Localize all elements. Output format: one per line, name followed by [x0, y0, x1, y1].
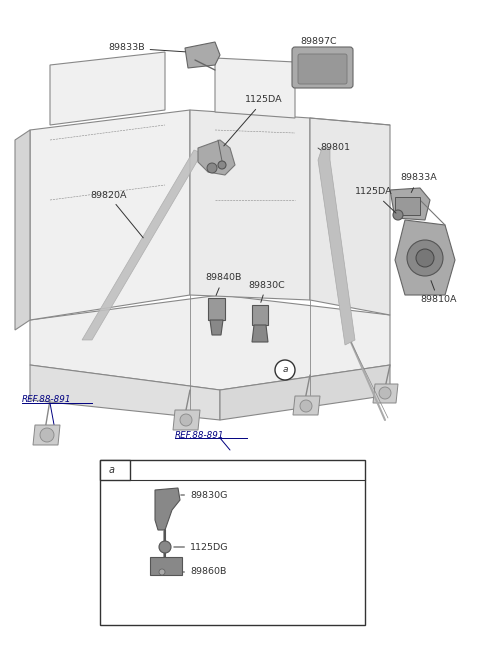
- Circle shape: [207, 163, 217, 173]
- Polygon shape: [208, 298, 225, 320]
- Text: 89830G: 89830G: [181, 491, 228, 499]
- Polygon shape: [30, 295, 390, 390]
- Polygon shape: [318, 148, 355, 345]
- Bar: [395, 197, 420, 215]
- Text: 1125DA: 1125DA: [224, 95, 283, 146]
- Polygon shape: [390, 188, 430, 220]
- Polygon shape: [15, 130, 30, 330]
- Polygon shape: [173, 410, 200, 430]
- Circle shape: [218, 161, 226, 169]
- Bar: [100, 460, 365, 625]
- Circle shape: [159, 541, 171, 553]
- Circle shape: [416, 249, 434, 267]
- Text: 1125DA: 1125DA: [355, 187, 396, 213]
- Text: 89801: 89801: [320, 143, 350, 152]
- Text: REF.88-891: REF.88-891: [22, 396, 72, 405]
- Polygon shape: [198, 140, 235, 175]
- FancyBboxPatch shape: [298, 54, 347, 84]
- FancyBboxPatch shape: [292, 47, 353, 88]
- Circle shape: [40, 428, 54, 442]
- Circle shape: [159, 569, 165, 575]
- Polygon shape: [220, 365, 390, 420]
- Polygon shape: [155, 488, 180, 530]
- Text: 89830C: 89830C: [248, 281, 285, 302]
- Polygon shape: [30, 110, 190, 320]
- Polygon shape: [252, 325, 268, 342]
- Circle shape: [275, 360, 295, 380]
- Bar: [100, 460, 130, 480]
- Text: 1125DG: 1125DG: [174, 543, 228, 551]
- Polygon shape: [185, 42, 220, 68]
- Polygon shape: [310, 118, 390, 315]
- Bar: [150, 557, 182, 575]
- Polygon shape: [82, 150, 202, 340]
- Text: 89840B: 89840B: [205, 273, 241, 296]
- Polygon shape: [50, 52, 165, 125]
- Text: 89833B: 89833B: [108, 43, 185, 53]
- Text: 89860B: 89860B: [182, 568, 227, 576]
- Text: 89810A: 89810A: [420, 281, 456, 304]
- Polygon shape: [33, 425, 60, 445]
- Polygon shape: [190, 110, 310, 300]
- Circle shape: [407, 240, 443, 276]
- Polygon shape: [373, 384, 398, 403]
- Circle shape: [300, 400, 312, 412]
- Polygon shape: [215, 58, 295, 118]
- Text: a: a: [282, 365, 288, 374]
- Polygon shape: [395, 220, 455, 295]
- Polygon shape: [252, 305, 268, 325]
- Text: 89833A: 89833A: [400, 173, 437, 193]
- Circle shape: [379, 387, 391, 399]
- Text: 89820A: 89820A: [90, 191, 143, 238]
- Text: a: a: [109, 465, 115, 475]
- Circle shape: [180, 414, 192, 426]
- Circle shape: [393, 210, 403, 220]
- Polygon shape: [30, 365, 220, 420]
- Text: 89897C: 89897C: [300, 37, 336, 47]
- Text: REF.88-891: REF.88-891: [175, 430, 225, 440]
- Polygon shape: [210, 320, 223, 335]
- Polygon shape: [293, 396, 320, 415]
